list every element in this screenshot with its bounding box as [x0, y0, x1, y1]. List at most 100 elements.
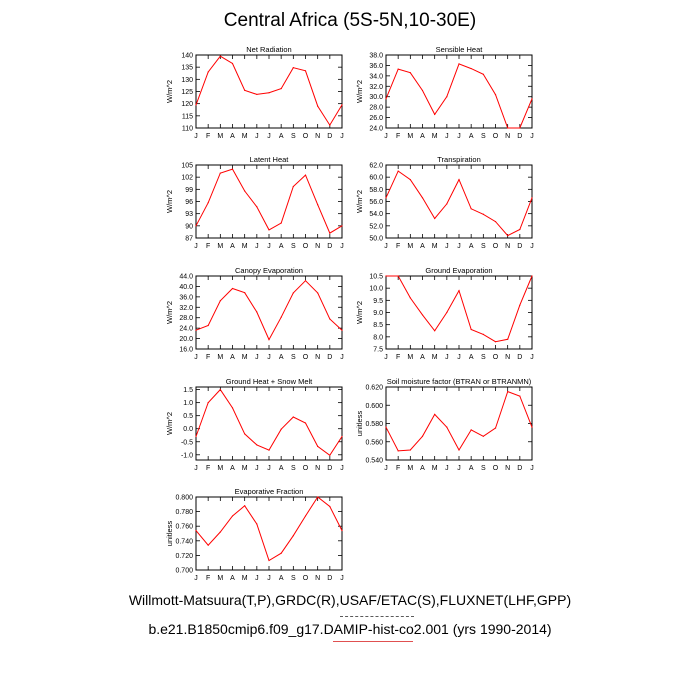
data-point [256, 93, 258, 96]
plot-frame [385, 275, 533, 350]
data-point [397, 68, 399, 70]
plot-frame [195, 54, 343, 129]
series-line [195, 168, 343, 234]
data-point [256, 206, 258, 208]
y-tick-label: -1.0 [181, 452, 193, 459]
x-tick-label: J [457, 354, 461, 361]
data-point [446, 426, 448, 428]
x-tick-label: A [279, 243, 284, 250]
data-point [329, 232, 331, 234]
data-point [280, 428, 282, 430]
data-point [207, 324, 209, 327]
x-tick-label: F [206, 575, 210, 582]
data-point [207, 71, 209, 73]
x-tick-label: M [217, 575, 223, 582]
y-tick-label: 0.700 [175, 568, 193, 575]
data-point [268, 449, 270, 451]
panel-title: Transpiration [437, 155, 481, 164]
y-tick-label: 102 [181, 175, 193, 182]
x-tick-label: F [396, 354, 400, 361]
y-tick-label: 8.0 [373, 334, 383, 341]
data-point [494, 427, 497, 429]
x-tick-label: M [432, 465, 438, 472]
panel-title: Soil moisture factor (BTRAN or BTRANMN) [387, 377, 532, 386]
x-tick-label: F [396, 465, 400, 472]
x-tick-label: M [407, 243, 413, 250]
x-tick-label: S [481, 465, 486, 472]
x-tick-label: D [327, 133, 332, 140]
data-point [195, 435, 197, 438]
y-tick-label: 96 [185, 199, 193, 206]
x-tick-label: A [279, 465, 284, 472]
x-tick-label: F [396, 243, 400, 250]
data-point [397, 170, 399, 172]
x-tick-label: J [530, 243, 534, 250]
y-tick-label: 7.5 [373, 347, 383, 354]
y-axis-label: unitless [355, 411, 364, 437]
x-tick-label: N [315, 354, 320, 361]
y-tick-label: 0.5 [183, 413, 193, 420]
x-tick-label: J [340, 133, 344, 140]
data-point [470, 208, 472, 210]
x-tick-label: N [505, 465, 510, 472]
data-point [519, 228, 521, 231]
x-tick-label: J [530, 354, 534, 361]
data-point [317, 204, 319, 206]
y-tick-label: 34.0 [369, 73, 383, 80]
data-point [329, 454, 331, 456]
data-point [446, 96, 448, 98]
x-tick-label: J [445, 243, 449, 250]
data-point [292, 416, 294, 418]
x-tick-label: F [206, 354, 210, 361]
data-point [531, 275, 533, 277]
y-tick-label: 54.0 [369, 211, 383, 218]
x-tick-label: J [340, 575, 344, 582]
plot-frame [195, 386, 343, 461]
data-point [397, 275, 399, 277]
x-tick-label: S [291, 575, 296, 582]
x-tick-label: J [255, 465, 259, 472]
y-tick-label: 20.0 [179, 336, 193, 343]
x-tick-label: S [291, 243, 296, 250]
panel-title: Latent Heat [250, 155, 290, 164]
x-tick-label: A [279, 133, 284, 140]
data-point [458, 179, 460, 181]
y-axis-label: unitless [165, 521, 174, 547]
y-tick-label: 105 [181, 163, 193, 170]
y-tick-label: 24.0 [369, 126, 383, 133]
data-point [482, 435, 484, 437]
x-tick-label: O [493, 354, 499, 361]
y-tick-label: 30.0 [369, 94, 383, 101]
data-point [507, 234, 509, 237]
x-tick-label: S [481, 354, 486, 361]
y-tick-label: 28.0 [369, 105, 383, 112]
x-tick-label: O [303, 243, 309, 250]
data-point [519, 395, 521, 397]
data-point [256, 523, 258, 525]
x-tick-label: J [457, 243, 461, 250]
x-tick-label: A [469, 465, 474, 472]
x-tick-label: A [230, 465, 235, 472]
data-point [292, 185, 294, 188]
y-tick-label: 110 [182, 126, 193, 133]
data-point [519, 127, 521, 129]
x-tick-label: J [445, 354, 449, 361]
x-tick-label: J [267, 465, 271, 472]
y-tick-label: 125 [181, 89, 193, 96]
data-point [341, 529, 343, 532]
y-tick-label: 0.740 [175, 538, 193, 545]
data-point [482, 333, 484, 335]
panel-title: Ground Evaporation [425, 266, 492, 275]
data-point [231, 168, 234, 170]
y-tick-label: 10.0 [369, 286, 383, 293]
y-tick-label: -0.5 [181, 439, 193, 446]
x-tick-label: D [517, 465, 522, 472]
y-tick-label: 0.800 [175, 495, 193, 502]
x-tick-label: S [291, 133, 296, 140]
panel-title: Sensible Heat [436, 45, 484, 54]
data-point [470, 67, 472, 70]
data-point [304, 422, 307, 424]
x-tick-label: N [505, 133, 510, 140]
x-tick-label: M [432, 354, 438, 361]
x-tick-label: J [267, 243, 271, 250]
